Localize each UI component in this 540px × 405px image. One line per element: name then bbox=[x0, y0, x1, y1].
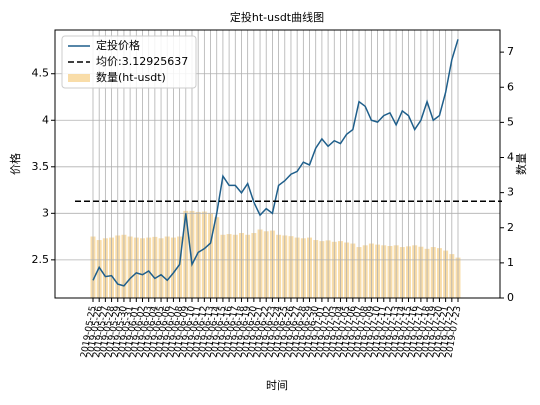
legend-box bbox=[61, 35, 197, 89]
legend-label: 数量(ht-usdt) bbox=[96, 71, 166, 84]
y-tick-label: 3.5 bbox=[32, 160, 50, 173]
y2-tick-label: 5 bbox=[507, 115, 514, 128]
y2-tick-label: 6 bbox=[507, 80, 514, 93]
y-tick-label: 4.5 bbox=[32, 67, 50, 80]
plot-frame bbox=[54, 29, 501, 299]
legend-label: 定投价格 bbox=[96, 38, 140, 52]
y-tick-label: 2.5 bbox=[32, 253, 50, 266]
price-line bbox=[92, 39, 459, 287]
y2-tick-label: 7 bbox=[507, 45, 514, 58]
y2-tick-label: 0 bbox=[507, 291, 514, 304]
y-tick-label: 3 bbox=[42, 206, 49, 219]
y2-tick-label: 4 bbox=[507, 151, 514, 164]
legend-label: 均价:3.12925637 bbox=[96, 55, 188, 68]
x-axis-label: 时间 bbox=[266, 379, 288, 392]
legend-swatch bbox=[68, 74, 90, 82]
y2-tick-label: 1 bbox=[507, 256, 514, 269]
chart-title: 定投ht-usdt曲线图 bbox=[230, 10, 324, 24]
y-axis-label: 价格 bbox=[8, 153, 22, 175]
y2-tick-label: 2 bbox=[507, 221, 514, 234]
y-tick-label: 4 bbox=[42, 113, 49, 126]
y2-tick-label: 3 bbox=[507, 186, 514, 199]
y2-axis-label: 数量 bbox=[515, 153, 528, 175]
